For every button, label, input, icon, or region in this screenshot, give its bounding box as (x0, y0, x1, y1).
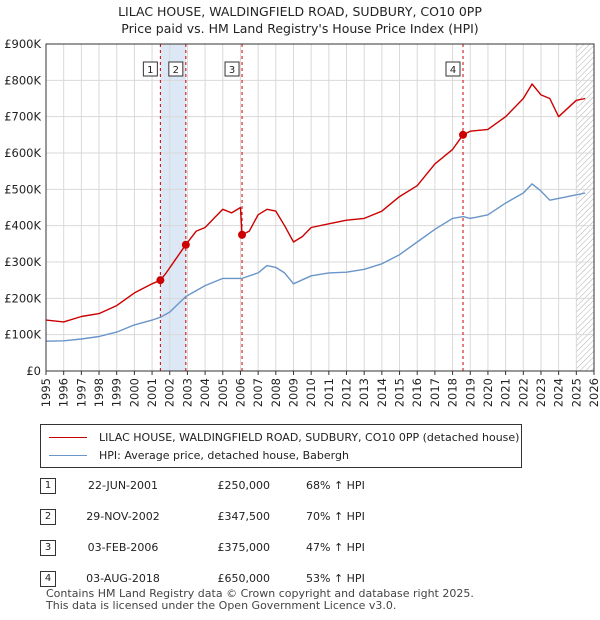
x-tick-label: 2025 (569, 378, 583, 407)
sale-point (156, 276, 165, 285)
x-tick-label: 1995 (39, 378, 53, 407)
y-tick-label: £900K (4, 37, 41, 51)
legend-label-hpi: HPI: Average price, detached house, Babe… (99, 448, 349, 462)
legend-swatch-hpi (49, 454, 87, 456)
legend: LILAC HOUSE, WALDINGFIELD ROAD, SUDBURY,… (40, 424, 522, 468)
x-tick-label: 1997 (74, 378, 88, 407)
y-tick-label: £600K (4, 146, 41, 160)
table-row: 2 29-NOV-2002 £347,500 70% ↑ HPI (40, 501, 365, 532)
transaction-number-badge: 2 (40, 508, 56, 525)
x-tick-label: 2008 (269, 378, 283, 407)
x-tick-label: 2003 (180, 378, 194, 407)
x-tick-label: 2021 (499, 378, 513, 407)
transaction-date: 03-AUG-2018 (86, 572, 160, 585)
x-tick-label: 2012 (340, 378, 354, 407)
legend-item-property: LILAC HOUSE, WALDINGFIELD ROAD, SUDBURY,… (49, 429, 519, 445)
sale-point (238, 230, 247, 239)
x-tick-label: 2002 (163, 378, 177, 407)
sale-marker-box (445, 61, 461, 77)
x-tick-label: 2018 (446, 378, 460, 407)
x-tick-label: 2006 (233, 378, 247, 407)
x-tick-label: 2017 (428, 378, 442, 407)
legend-label-property: LILAC HOUSE, WALDINGFIELD ROAD, SUDBURY,… (99, 430, 520, 444)
transaction-price: £347,500 (217, 510, 271, 523)
price-chart: £0 £100K £200K £300K £400K £500K £600K £700K £80… (4, 37, 600, 407)
x-tick-label: 2026 (587, 378, 600, 407)
transaction-hpi-change: 53% ↑ HPI (306, 572, 365, 585)
table-row: 3 03-FEB-2006 £375,000 47% ↑ HPI (40, 532, 365, 563)
y-tick-label: £800K (4, 73, 41, 87)
transaction-hpi-change: 68% ↑ HPI (306, 479, 365, 492)
x-tick-label: 2022 (516, 378, 530, 407)
transaction-number-badge: 1 (40, 477, 56, 494)
forecast-hatch (576, 44, 594, 371)
x-tick-label: 2005 (216, 378, 230, 407)
y-tick-label: £500K (4, 182, 41, 196)
transaction-hpi-change: 70% ↑ HPI (306, 510, 365, 523)
x-tick-label: 2020 (481, 378, 495, 407)
sale-marker-box (168, 61, 184, 77)
x-tick-label: 2001 (145, 378, 159, 407)
footer-copyright: Contains HM Land Registry data © Crown c… (46, 587, 474, 600)
x-tick-label: 1996 (57, 378, 71, 407)
sale-marker-number: 3 (229, 65, 235, 76)
x-tick-label: 2014 (375, 378, 389, 407)
sale-marker-number: 2 (173, 65, 179, 76)
y-tick-label: £0 (26, 364, 41, 378)
sale-marker-box (142, 61, 158, 77)
transaction-date: 22-JUN-2001 (87, 479, 159, 492)
x-tick-label: 2015 (393, 378, 407, 407)
sale-marker-number: 1 (147, 65, 153, 76)
x-tick-label: 2016 (410, 378, 424, 407)
legend-item-hpi: HPI: Average price, detached house, Babe… (49, 447, 349, 463)
y-tick-label: £200K (4, 291, 41, 305)
transaction-price: £375,000 (217, 541, 271, 554)
table-row: 1 22-JUN-2001 £250,000 68% ↑ HPI (40, 470, 365, 501)
transaction-date: 29-NOV-2002 (86, 510, 160, 523)
y-tick-label: £700K (4, 110, 41, 124)
x-tick-label: 2024 (552, 378, 566, 407)
y-tick-label: £100K (4, 328, 41, 342)
x-tick-label: 2011 (322, 378, 336, 407)
y-tick-label: £400K (4, 219, 41, 233)
x-tick-label: 2023 (534, 378, 548, 407)
plot-frame (45, 43, 595, 372)
transaction-hpi-change: 47% ↑ HPI (306, 541, 365, 554)
transaction-date: 03-FEB-2006 (87, 541, 159, 554)
x-tick-label: 2019 (463, 378, 477, 407)
table-row: 4 03-AUG-2018 £650,000 53% ↑ HPI (40, 563, 365, 594)
x-tick-label: 2010 (304, 378, 318, 407)
x-tick-label: 2009 (286, 378, 300, 407)
transaction-number-badge: 4 (40, 570, 56, 587)
x-tick-label: 2000 (127, 378, 141, 407)
x-tick-label: 2007 (251, 378, 265, 407)
hpi-series-line (46, 183, 586, 342)
x-tick-label: 1998 (92, 378, 106, 407)
x-tick-label: 2004 (198, 378, 212, 407)
legend-swatch-property (49, 436, 87, 438)
sale-marker-number: 4 (450, 65, 456, 76)
footer-license: This data is licensed under the Open Gov… (46, 599, 397, 612)
sale-marker-box (224, 61, 240, 77)
footer: Contains HM Land Registry data © Crown c… (46, 588, 474, 612)
sale-point (459, 130, 468, 139)
plot-area (46, 44, 594, 371)
x-tick-label: 1999 (110, 378, 124, 407)
sale-point (181, 240, 190, 249)
transaction-number-badge: 3 (40, 539, 56, 556)
shaded-period (160, 44, 186, 371)
transaction-price: £650,000 (217, 572, 271, 585)
chart-subtitle: Price paid vs. HM Land Registry's House … (121, 21, 479, 36)
transactions-table: 1 22-JUN-2001 £250,000 68% ↑ HPI 2 29-NO… (40, 470, 365, 594)
x-tick-label: 2013 (357, 378, 371, 407)
chart-title: LILAC HOUSE, WALDINGFIELD ROAD, SUDBURY,… (118, 4, 482, 19)
transaction-price: £250,000 (217, 479, 271, 492)
y-tick-label: £300K (4, 255, 41, 269)
